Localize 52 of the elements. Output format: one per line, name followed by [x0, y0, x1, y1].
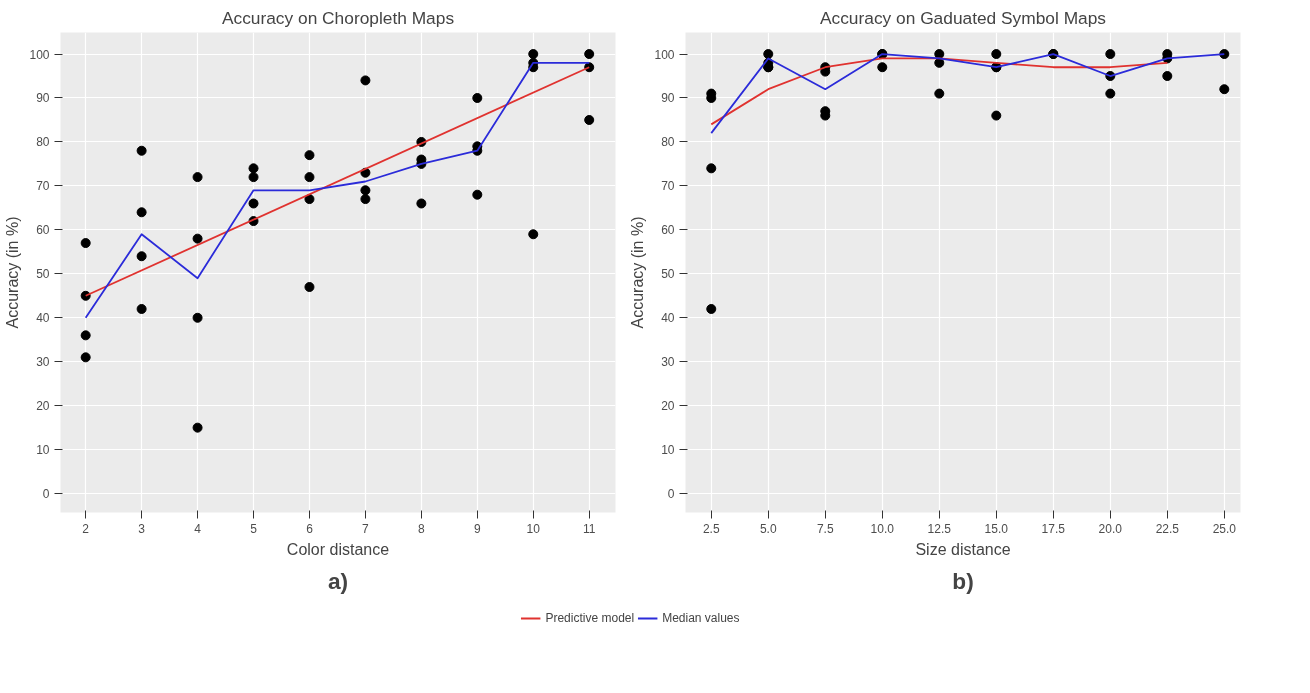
y-tick-label: 80 [661, 135, 675, 150]
x-tick-label: 7 [362, 521, 370, 536]
y-tick-label: 100 [654, 47, 675, 62]
y-tick-label: 60 [36, 223, 50, 238]
chart-title: Accuracy on Choropleth Maps [221, 7, 455, 28]
x-axis-title: Size distance [915, 540, 1011, 558]
y-tick-label: 0 [42, 487, 50, 502]
x-tick-label: 7.5 [816, 521, 834, 536]
x-tick-label: 22.5 [1155, 521, 1180, 536]
x-tick-label: 8 [418, 521, 426, 536]
y-tick-label: 70 [36, 179, 50, 194]
x-tick-label: 5 [250, 521, 258, 536]
y-tick-label: 10 [661, 443, 675, 458]
y-tick-label: 40 [36, 311, 50, 326]
x-tick-label: 15.0 [984, 521, 1009, 536]
legend-label: Median values [662, 611, 740, 625]
y-tick-label: 50 [36, 267, 50, 282]
text: a) [327, 567, 349, 594]
y-tick-label: 60 [661, 223, 675, 238]
y-tick-label: 70 [661, 179, 675, 194]
y-tick-label: 90 [36, 91, 50, 106]
y-tick-label: 100 [29, 47, 50, 62]
x-tick-label: 5.0 [759, 521, 777, 536]
y-tick-label: 30 [36, 355, 50, 370]
y-tick-label: 20 [36, 399, 50, 414]
text: b) [952, 567, 974, 594]
x-tick-label: 4 [194, 521, 202, 536]
y-tick-label: 80 [36, 135, 50, 150]
x-tick-label: 10.0 [870, 521, 895, 536]
x-tick-label: 11 [582, 521, 596, 536]
x-tick-label: 20.0 [1098, 521, 1123, 536]
y-axis-title: Accuracy (in %) [4, 216, 22, 329]
y-tick-label: 0 [667, 487, 675, 502]
y-tick-label: 10 [36, 443, 50, 458]
x-tick-label: 2 [82, 521, 90, 536]
x-tick-label: 6 [306, 521, 314, 536]
x-tick-label: 17.5 [1041, 521, 1066, 536]
x-tick-label: 2.5 [702, 521, 720, 536]
y-tick-label: 20 [661, 399, 675, 414]
x-tick-label: 25.0 [1212, 521, 1237, 536]
legend-label: Predictive model [545, 611, 635, 625]
x-tick-label: 10 [526, 521, 541, 536]
y-tick-label: 40 [661, 311, 675, 326]
x-tick-label: 9 [473, 521, 481, 536]
y-tick-label: 90 [661, 91, 675, 106]
y-tick-label: 50 [661, 267, 675, 282]
y-axis-title: Accuracy (in %) [629, 216, 647, 329]
x-axis-title: Color distance [286, 540, 390, 558]
x-tick-label: 12.5 [927, 521, 952, 536]
x-tick-label: 3 [138, 521, 146, 536]
chart-title: Accuracy on Gaduated Symbol Maps [819, 7, 1107, 28]
y-tick-label: 30 [661, 355, 675, 370]
